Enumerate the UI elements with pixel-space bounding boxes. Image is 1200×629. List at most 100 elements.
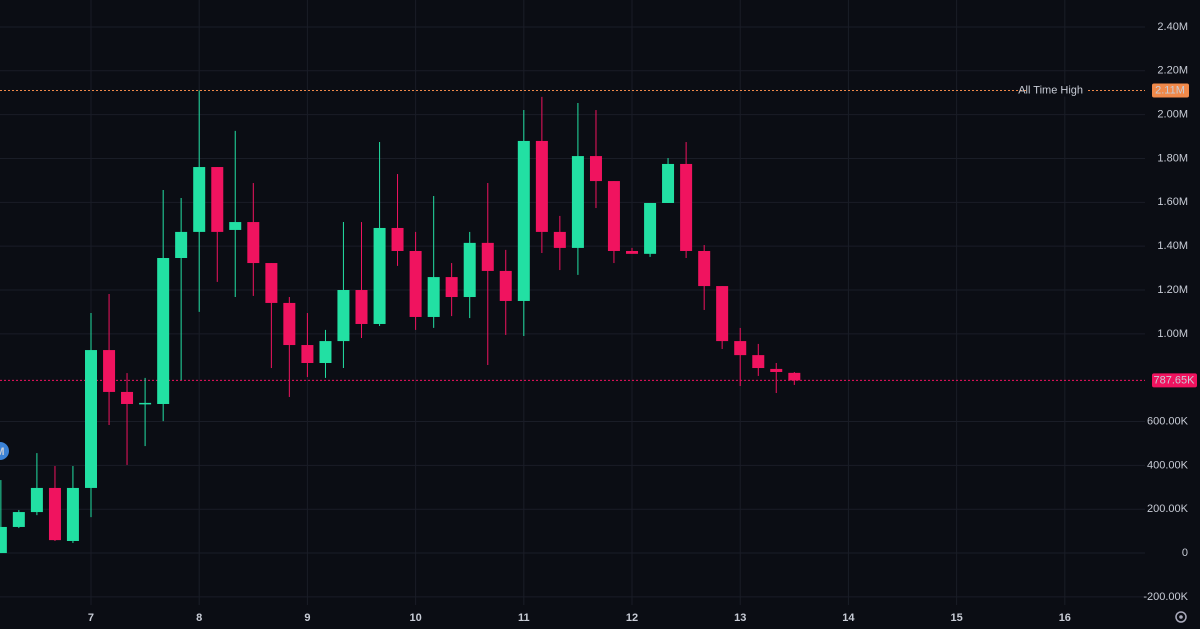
candle-body bbox=[193, 167, 206, 232]
settings-icon[interactable] bbox=[1175, 611, 1187, 623]
x-tick-label: 8 bbox=[196, 612, 202, 624]
candle bbox=[283, 297, 296, 397]
candle-body bbox=[66, 487, 79, 541]
x-tick-label: 14 bbox=[842, 612, 855, 624]
candle-body bbox=[644, 202, 657, 254]
candle-body bbox=[680, 163, 693, 251]
candle-body bbox=[157, 258, 170, 404]
candle bbox=[716, 286, 729, 349]
y-tick-label: 1.20M bbox=[1157, 284, 1188, 296]
candle-body bbox=[139, 402, 152, 405]
y-tick-label: 600.00K bbox=[1147, 415, 1189, 427]
candle bbox=[247, 183, 260, 296]
candle bbox=[589, 110, 602, 209]
candle bbox=[445, 263, 458, 317]
candle-body bbox=[337, 290, 350, 342]
candle bbox=[229, 130, 242, 298]
x-tick-label: 13 bbox=[734, 612, 746, 624]
x-tick-label: 10 bbox=[409, 612, 421, 624]
candle-body bbox=[301, 345, 314, 363]
candle-body bbox=[175, 231, 188, 259]
candle-body bbox=[481, 242, 494, 271]
y-tick-label: 1.40M bbox=[1157, 240, 1188, 252]
candle-body bbox=[247, 222, 260, 264]
candle-body bbox=[391, 227, 404, 251]
candle-body bbox=[265, 263, 278, 303]
candle-body bbox=[427, 277, 440, 317]
ath-label-bg bbox=[1028, 84, 1086, 97]
candle-body bbox=[571, 156, 584, 248]
x-tick-label: 7 bbox=[88, 612, 94, 624]
candle-body bbox=[589, 156, 602, 182]
candle bbox=[517, 110, 530, 337]
candle-body bbox=[319, 341, 332, 363]
candle bbox=[12, 510, 25, 529]
candle bbox=[103, 293, 116, 426]
ath-badge bbox=[1152, 83, 1189, 98]
candle bbox=[770, 363, 783, 394]
x-tick-label: 15 bbox=[950, 612, 962, 624]
candle bbox=[427, 195, 440, 328]
candle-body bbox=[734, 341, 747, 356]
candle-body bbox=[30, 487, 43, 513]
event-marker bbox=[0, 442, 9, 460]
candle bbox=[48, 466, 61, 541]
candle-body bbox=[12, 512, 25, 527]
candle bbox=[535, 96, 548, 253]
x-tick-label: 16 bbox=[1059, 612, 1071, 624]
x-tick-label: 9 bbox=[304, 612, 310, 624]
ath-name: All Time High bbox=[1018, 84, 1083, 96]
candle bbox=[626, 247, 639, 254]
candle-body bbox=[84, 350, 97, 488]
y-tick-label: 2.40M bbox=[1157, 21, 1188, 33]
y-tick-label: 2.00M bbox=[1157, 109, 1188, 121]
candle-body bbox=[355, 290, 368, 324]
y-tick-label: 2.20M bbox=[1157, 65, 1188, 77]
candle bbox=[157, 190, 170, 422]
candle bbox=[0, 480, 7, 554]
candle-body bbox=[48, 487, 61, 541]
candle bbox=[607, 181, 620, 264]
candle bbox=[553, 215, 566, 271]
ath-value: 2.11M bbox=[1155, 84, 1185, 96]
y-tick-label: 400.00K bbox=[1147, 459, 1189, 471]
candle bbox=[265, 263, 278, 369]
candle-body bbox=[121, 391, 134, 404]
candle bbox=[301, 313, 314, 378]
candle bbox=[788, 371, 801, 385]
candle-body bbox=[0, 526, 7, 554]
price-value: 787.65K bbox=[1154, 374, 1196, 386]
candle bbox=[391, 174, 404, 266]
candle-body bbox=[553, 231, 566, 248]
candle bbox=[481, 183, 494, 365]
candle-body bbox=[770, 368, 783, 372]
candle-body bbox=[373, 227, 386, 324]
candle-body bbox=[463, 242, 476, 298]
event-marker-label: M bbox=[0, 446, 5, 458]
y-tick-label: 200.00K bbox=[1147, 503, 1189, 515]
candle-body bbox=[752, 355, 765, 369]
candle bbox=[463, 231, 476, 319]
candle-body bbox=[662, 163, 675, 203]
x-tick-label: 12 bbox=[626, 612, 638, 624]
candle-body bbox=[535, 140, 548, 232]
candle bbox=[66, 466, 79, 543]
candle bbox=[752, 343, 765, 376]
candle bbox=[84, 313, 97, 518]
candle-body bbox=[698, 250, 711, 287]
price-badge bbox=[1152, 373, 1197, 388]
candle bbox=[373, 142, 386, 326]
candle bbox=[662, 158, 675, 203]
candle bbox=[734, 327, 747, 387]
y-tick-label: 1.00M bbox=[1157, 328, 1188, 340]
candle bbox=[680, 142, 693, 259]
candle bbox=[698, 245, 711, 310]
candle-body bbox=[409, 250, 422, 317]
candle-body bbox=[716, 286, 729, 342]
y-tick-label: 1.60M bbox=[1157, 196, 1188, 208]
candle bbox=[571, 103, 584, 275]
candle bbox=[644, 202, 657, 257]
candle-body bbox=[445, 277, 458, 298]
